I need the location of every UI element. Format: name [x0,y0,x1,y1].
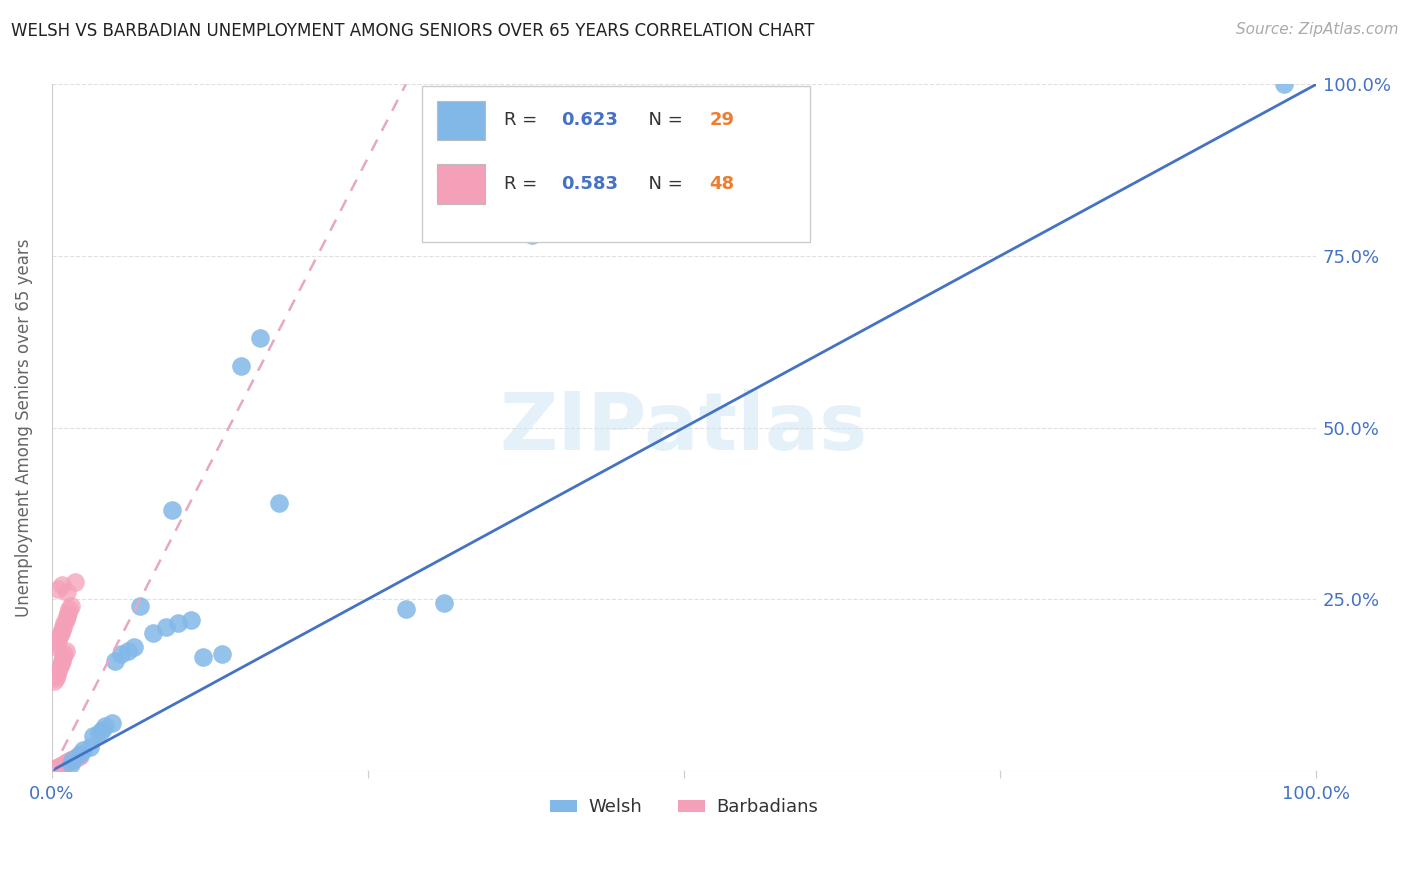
Text: 0.623: 0.623 [561,112,619,129]
Y-axis label: Unemployment Among Seniors over 65 years: Unemployment Among Seniors over 65 years [15,238,32,616]
Point [45,761,67,775]
Point [51,654,73,668]
Point [101,715,124,730]
Point [55,613,77,627]
Point [69,747,91,761]
Point [52,650,75,665]
Point [53,647,76,661]
Point [1274,78,1296,92]
Point [44,674,66,689]
Bar [437,101,485,140]
Point [87,726,110,740]
Point [129,599,152,613]
Point [49,657,72,672]
Point [104,654,127,668]
Point [48,661,70,675]
Point [91,723,114,737]
Point [52,757,75,772]
Text: N =: N = [637,175,689,193]
Point [167,616,190,631]
Point [82,730,104,744]
Point [110,647,132,661]
Text: 0.583: 0.583 [561,175,619,193]
Point [522,228,544,243]
Point [79,739,101,754]
Point [59,599,82,613]
Point [49,759,72,773]
Point [180,613,202,627]
Point [72,743,94,757]
Point [45,667,67,681]
Point [48,759,70,773]
Point [63,751,86,765]
Text: 29: 29 [709,112,734,129]
Text: ZIPatlas: ZIPatlas [499,389,868,467]
Text: Source: ZipAtlas.com: Source: ZipAtlas.com [1236,22,1399,37]
Point [56,606,79,620]
Point [56,585,79,599]
Point [193,650,215,665]
Text: 48: 48 [709,175,734,193]
Point [46,633,69,648]
Point [58,602,80,616]
Point [211,647,233,661]
Text: WELSH VS BARBADIAN UNEMPLOYMENT AMONG SENIORS OVER 65 YEARS CORRELATION CHART: WELSH VS BARBADIAN UNEMPLOYMENT AMONG SE… [11,22,814,40]
Point [433,596,456,610]
Point [59,753,82,767]
Text: R =: R = [505,112,543,129]
Point [52,619,75,633]
Legend: Welsh, Barbadians: Welsh, Barbadians [543,791,825,823]
Text: N =: N = [637,112,689,129]
Point [59,756,82,771]
Point [62,752,84,766]
Point [58,754,80,768]
Point [65,750,87,764]
Point [45,640,67,655]
FancyBboxPatch shape [422,87,810,242]
Bar [437,164,485,203]
Point [67,749,90,764]
Point [395,602,418,616]
Point [269,496,291,510]
Point [49,626,72,640]
Point [46,582,69,596]
Point [55,756,77,771]
Point [56,756,79,770]
Point [63,574,86,589]
Point [46,760,69,774]
Point [160,503,183,517]
Text: R =: R = [505,175,543,193]
Point [56,755,79,769]
Point [231,359,253,373]
Point [48,630,70,644]
Point [55,643,77,657]
Point [69,748,91,763]
Point [66,750,89,764]
Point [53,756,76,771]
Point [51,623,73,637]
Point [51,758,73,772]
Point [249,331,271,345]
Point [155,619,177,633]
Point [44,762,66,776]
Point [53,616,76,631]
Point [142,626,165,640]
Point [117,643,139,657]
Point [94,719,117,733]
Point [45,671,67,685]
Point [56,609,79,624]
Point [60,753,83,767]
Point [51,578,73,592]
Point [122,640,145,655]
Point [45,637,67,651]
Point [45,762,67,776]
Point [60,753,83,767]
Point [46,664,69,678]
